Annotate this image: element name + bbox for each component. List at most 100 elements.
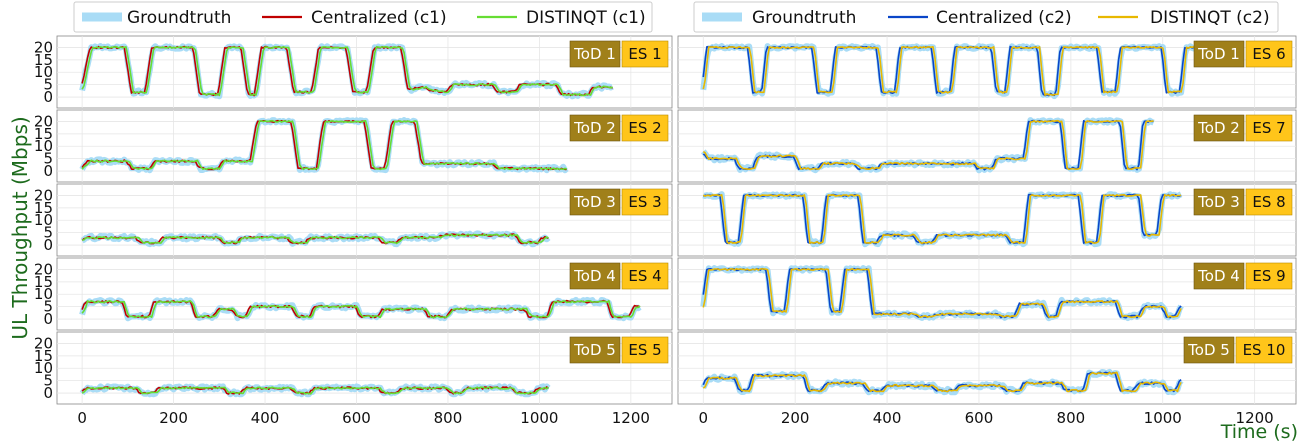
panel-es-6: ToD 1 ES 6 (677, 35, 1297, 109)
legend-label-distinqt-c2: DISTINQT (c2) (1150, 8, 1270, 28)
tod-badge (569, 114, 621, 142)
y-tick-label: 20 (34, 260, 53, 278)
tod-badge (569, 40, 621, 68)
series-distinqt (81, 45, 613, 97)
tod-label: ToD 5 (573, 341, 616, 359)
legend-label-distinqt-c1: DISTINQT (c1) (526, 8, 646, 28)
legend-label-centralized-c1: Centralized (c1) (311, 8, 447, 28)
y-tick-label: 10 (34, 211, 53, 229)
y-tick-label: 5 (43, 76, 53, 94)
tod-badge (569, 336, 621, 364)
tod-label: ToD 3 (1197, 193, 1240, 211)
series-distinqt (702, 194, 1182, 245)
x-tick-label: 400 (873, 409, 902, 427)
y-tick-label: 5 (43, 224, 53, 242)
es-label: ES 2 (628, 119, 661, 137)
panel-es-8: ToD 3 ES 8 (677, 183, 1297, 257)
y-tick-label: 5 (43, 150, 53, 168)
series-distinqt (702, 119, 1154, 171)
x-tick-label: 1000 (520, 409, 558, 427)
panel-tags: ToD 1 ES 6 (1193, 40, 1293, 68)
x-tick-label: 1200 (1236, 409, 1274, 427)
y-tick-label: 10 (34, 63, 53, 81)
panel-tags: ToD 3 ES 8 (1193, 188, 1293, 216)
tod-label: ToD 2 (573, 119, 616, 137)
legend-left: Groundtruth Centralized (c1) DISTINQT (c… (73, 1, 653, 33)
es-label: ES 10 (1243, 341, 1286, 359)
panel-tags: ToD 2 ES 2 (569, 114, 669, 142)
tod-badge (569, 262, 621, 290)
panel-tags: ToD 2 ES 7 (1193, 114, 1293, 142)
series-distinqt (702, 46, 1200, 97)
x-tick-label: 1200 (612, 409, 650, 427)
es-badge (621, 336, 669, 364)
panel-tags: ToD 5 ES 5 (569, 336, 669, 364)
tod-badge (1193, 262, 1245, 290)
tod-label: ToD 2 (1197, 119, 1240, 137)
tod-label: ToD 4 (1197, 267, 1240, 285)
panel-es-7: ToD 2 ES 7 (677, 109, 1297, 183)
es-badge (621, 262, 669, 290)
y-tick-label: 0 (43, 88, 53, 106)
x-tick-label: 0 (77, 409, 87, 427)
series-distinqt (81, 386, 550, 395)
y-tick-label: 0 (43, 310, 53, 328)
x-tick-label: 1000 (1144, 409, 1182, 427)
series-distinqt (82, 233, 549, 245)
es-badge (621, 188, 669, 216)
tod-badge (1193, 114, 1245, 142)
panel-tags: ToD 4 ES 9 (1193, 262, 1293, 290)
y-tick-label: 15 (34, 273, 53, 291)
es-badge (1245, 114, 1293, 142)
es-label: ES 1 (628, 45, 661, 63)
y-tick-label: 0 (43, 162, 53, 180)
series-distinqt (81, 300, 641, 319)
x-axis-label: Time (s) (1220, 421, 1298, 443)
es-badge (1235, 336, 1293, 364)
y-tick-label: 15 (34, 51, 53, 69)
series-distinqt (702, 268, 1182, 319)
x-tick-label: 800 (434, 409, 463, 427)
panel-tags: ToD 4 ES 4 (569, 262, 669, 290)
panel-tags: ToD 1 ES 1 (569, 40, 669, 68)
tod-badge (1193, 188, 1245, 216)
series-distinqt (702, 371, 1182, 393)
x-tick-label: 0 (698, 409, 708, 427)
tod-label: ToD 4 (573, 267, 616, 285)
y-tick-label: 10 (34, 137, 53, 155)
y-tick-label: 0 (43, 384, 53, 402)
panel-tags: ToD 5 ES 10 (1183, 336, 1293, 364)
es-label: ES 3 (628, 193, 661, 211)
es-badge (1245, 262, 1293, 290)
es-badge (1245, 188, 1293, 216)
y-axis-label: UL Throughput (Mbps) (8, 116, 32, 339)
panel-es-9: ToD 4 ES 9 (677, 257, 1297, 331)
y-tick-label: 10 (34, 285, 53, 303)
y-tick-label: 0 (43, 236, 53, 254)
legend-label-centralized-c2: Centralized (c2) (936, 8, 1072, 28)
y-tick-label: 5 (43, 372, 53, 390)
y-tick-label: 20 (34, 38, 53, 56)
y-tick-label: 20 (34, 186, 53, 204)
x-tick-label: 600 (342, 409, 371, 427)
y-tick-label: 5 (43, 298, 53, 316)
y-tick-label: 20 (34, 334, 53, 352)
x-tick-label: 200 (781, 409, 810, 427)
es-badge (621, 40, 669, 68)
tod-label: ToD 5 (1187, 341, 1230, 359)
es-label: ES 4 (628, 267, 661, 285)
es-badge (1245, 40, 1293, 68)
es-label: ES 6 (1252, 45, 1285, 63)
panel-tags: ToD 3 ES 3 (569, 188, 669, 216)
es-label: ES 7 (1252, 119, 1285, 137)
legend-right: Groundtruth Centralized (c2) DISTINQT (c… (693, 1, 1279, 33)
panel-es-10: 0 200 400 600 800 1000 1200 ToD 5 ES 10 (677, 331, 1297, 427)
legend-label-groundtruth-right: Groundtruth (752, 8, 856, 28)
es-badge (621, 114, 669, 142)
